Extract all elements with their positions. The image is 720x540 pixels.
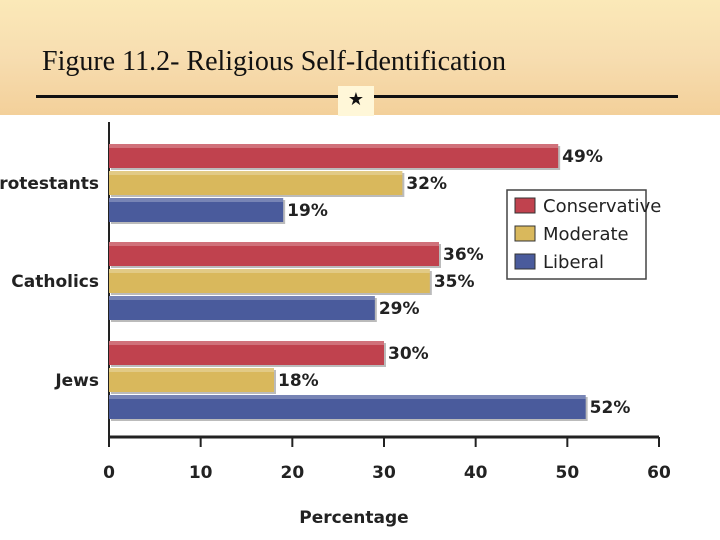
legend-swatch — [514, 253, 536, 270]
bar-highlight — [109, 395, 586, 399]
legend-label: Liberal — [543, 252, 604, 273]
data-label: 35% — [434, 272, 475, 292]
legend-label: Conservative — [543, 196, 661, 217]
bar-highlight — [109, 296, 375, 300]
data-label: 36% — [443, 245, 484, 265]
x-tick-label: 30 — [372, 463, 396, 483]
x-tick-label: 0 — [103, 463, 115, 483]
page-title: Figure 11.2- Religious Self-Identificati… — [42, 46, 506, 77]
bar-highlight — [109, 171, 403, 175]
data-label: 32% — [406, 174, 447, 194]
star-icon: ★ — [338, 86, 374, 116]
bar-catholics-moderate — [109, 269, 430, 293]
data-label: 19% — [287, 201, 328, 221]
x-tick-label: 10 — [189, 463, 213, 483]
bar-highlight — [109, 242, 439, 246]
x-tick-label: 20 — [280, 463, 304, 483]
bar-protestants-conservative — [109, 144, 559, 168]
bar-highlight — [109, 269, 430, 273]
data-label: 30% — [388, 344, 429, 364]
data-label: 18% — [278, 371, 319, 391]
legend-swatch — [514, 225, 536, 242]
bar-catholics-liberal — [109, 296, 375, 320]
title-rule-right — [374, 95, 678, 98]
bar-highlight — [109, 341, 384, 345]
x-tick-label: 40 — [464, 463, 488, 483]
bar-protestants-moderate — [109, 171, 403, 195]
data-label: 29% — [379, 299, 420, 319]
category-label: Protestants — [0, 174, 99, 194]
bar-highlight — [109, 368, 274, 372]
bar-jews-liberal — [109, 395, 586, 419]
bar-jews-conservative — [109, 341, 384, 365]
x-axis-title: Percentage — [299, 508, 408, 528]
bar-protestants-liberal — [109, 198, 284, 222]
data-label: 49% — [562, 147, 603, 167]
title-rule-left — [36, 95, 338, 98]
x-tick-label: 60 — [647, 463, 671, 483]
category-label: Catholics — [11, 272, 99, 292]
bar-jews-moderate — [109, 368, 274, 392]
bar-highlight — [109, 144, 559, 148]
legend-label: Moderate — [543, 224, 629, 245]
legend-swatch — [514, 197, 536, 214]
data-label: 52% — [590, 398, 631, 418]
category-label: Jews — [54, 371, 99, 391]
x-tick-label: 50 — [555, 463, 579, 483]
bar-catholics-conservative — [109, 242, 439, 266]
bar-highlight — [109, 198, 284, 202]
